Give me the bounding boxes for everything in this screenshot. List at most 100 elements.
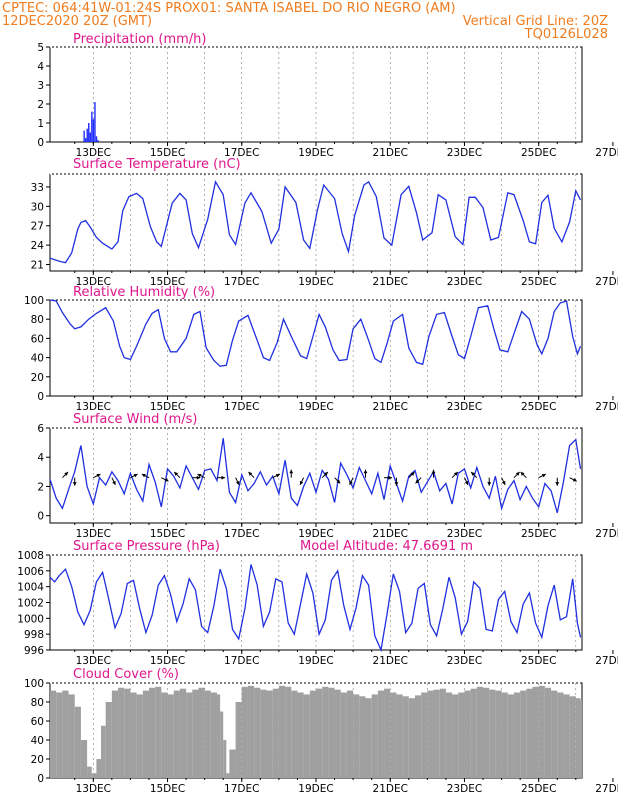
cloud-area-bar bbox=[229, 749, 236, 778]
cloud-area-bar bbox=[396, 694, 403, 778]
cloud-area-bar bbox=[309, 690, 316, 778]
cloud-area-bar bbox=[198, 687, 205, 778]
wind-vector-head bbox=[275, 473, 280, 478]
temperature-xtick-label: 23DEC bbox=[447, 276, 482, 288]
cloud-area-bar bbox=[241, 686, 248, 778]
precip-xtick-label: 13DEC bbox=[76, 147, 111, 159]
wind-vector-head bbox=[572, 477, 577, 482]
cloud-area-bar bbox=[186, 692, 193, 778]
precip-xtick-label: 23DEC bbox=[447, 147, 482, 159]
header: CPTEC: 064:41W-01:24S PROX01: SANTA ISAB… bbox=[2, 1, 608, 42]
precip-bar bbox=[89, 132, 92, 142]
precip-bar bbox=[91, 111, 93, 142]
cloud-area-bar bbox=[74, 706, 81, 778]
wind-vector-head bbox=[471, 472, 476, 476]
cloud-area-bar bbox=[483, 687, 490, 778]
header-grid-line: Vertical Grid Line: 20Z bbox=[463, 14, 608, 29]
cloud-area-bar bbox=[433, 689, 440, 778]
cloud-area-bar bbox=[210, 692, 218, 778]
cloud-area-bar bbox=[291, 690, 298, 778]
cloud-area-bar bbox=[118, 687, 125, 778]
cloud-area-bar bbox=[96, 759, 102, 778]
wind-vector-head bbox=[96, 473, 101, 478]
cloud-area-bar bbox=[179, 688, 187, 778]
cloud-area-bar bbox=[476, 686, 484, 778]
humidity-ytick-label: 0 bbox=[37, 391, 44, 403]
temperature-ytick-label: 33 bbox=[31, 182, 44, 194]
wind-vector-head bbox=[363, 469, 368, 474]
pressure-xtick-label: 13DEC bbox=[76, 655, 111, 667]
wind-panel: 0 2 4 6 13DEC 15DEC 17DEC 19DEC 21DEC 23DEC 25DEC 2… bbox=[37, 412, 618, 540]
cloud-area-bar bbox=[408, 698, 415, 778]
cloud-area-bar bbox=[101, 725, 106, 778]
panels: 0 1 2 3 4 5 13DEC 15DEC 17DEC 19DEC 21DEC 23DEC 25DE… bbox=[17, 32, 618, 795]
cloud-area-bar bbox=[421, 692, 428, 778]
wind-vector-head bbox=[501, 480, 506, 485]
pressure-xtick-label: 19DEC bbox=[298, 655, 333, 667]
cloud-area-bar bbox=[427, 690, 434, 778]
cloud-area-bar bbox=[532, 686, 539, 778]
temperature-xtick-label: 25DEC bbox=[521, 276, 556, 288]
precip-bar bbox=[83, 130, 85, 142]
wind-vector-head bbox=[453, 472, 458, 476]
wind-xtick-label: 21DEC bbox=[373, 528, 408, 540]
temperature-ytick-label: 27 bbox=[31, 221, 44, 233]
header-station: CPTEC: 064:41W-01:24S PROX01: SANTA ISAB… bbox=[2, 1, 456, 16]
cloud-area-bar bbox=[580, 700, 582, 778]
cloud-area-bar bbox=[148, 687, 156, 778]
wind-vector-head bbox=[64, 472, 69, 476]
wind-vector-head bbox=[197, 473, 202, 478]
cloud-area-bar bbox=[402, 696, 409, 778]
cloud-area-bar bbox=[136, 694, 143, 778]
wind-vector-head bbox=[112, 480, 116, 485]
precip-xtick-label: 25DEC bbox=[521, 147, 556, 159]
pressure-xtick-label: 25DEC bbox=[521, 655, 556, 667]
pressure-ytick-label: 998 bbox=[24, 629, 44, 641]
wind-xtick-label: 13DEC bbox=[76, 528, 111, 540]
cloud-area-bar bbox=[371, 694, 378, 778]
pressure-title: Surface Pressure (hPa) bbox=[73, 539, 220, 554]
cloud-area-bar bbox=[551, 690, 558, 778]
cloud-area-bar bbox=[91, 773, 97, 778]
wind-vector-head bbox=[487, 482, 492, 486]
temperature-xtick-label: 21DEC bbox=[373, 276, 408, 288]
pressure-xtick-label: 15DEC bbox=[150, 655, 185, 667]
temperature-ytick-label: 30 bbox=[31, 201, 44, 213]
temperature-xtick-label: 13DEC bbox=[76, 276, 111, 288]
pressure-ytick-label: 1000 bbox=[17, 613, 44, 625]
header-model: TQ0126L028 bbox=[524, 27, 608, 42]
humidity-panel: 0 20 40 60 80 100 13DEC 15DEC 17DEC 19DEC 21DEC 23D… bbox=[24, 285, 618, 413]
cloud-area-bar bbox=[526, 688, 533, 778]
precip-xtick-label: 17DEC bbox=[224, 147, 259, 159]
cloud-area-bar bbox=[68, 694, 75, 778]
wind-ytick-label: 0 bbox=[37, 511, 44, 523]
temperature-xtick-label: 17DEC bbox=[224, 276, 259, 288]
wind-xtick-label: 17DEC bbox=[224, 528, 259, 540]
cloud-area-bar bbox=[377, 690, 385, 778]
cloud-area-bar bbox=[235, 702, 242, 778]
cloud-area-bar bbox=[359, 696, 366, 778]
cloud-xtick-label: 19DEC bbox=[298, 783, 333, 795]
cloud-area-bar bbox=[495, 690, 502, 778]
cloud-area-bar bbox=[217, 694, 221, 778]
temperature-line bbox=[49, 180, 582, 264]
cloud-ytick-label: 80 bbox=[31, 697, 44, 709]
wind-vector-head bbox=[141, 473, 146, 478]
cloud-area-bar bbox=[56, 692, 63, 778]
humidity-ytick-label: 20 bbox=[31, 372, 44, 384]
wind-xtick-label: 23DEC bbox=[447, 528, 482, 540]
cloud-area-bar bbox=[50, 690, 57, 778]
wind-ytick-label: 2 bbox=[37, 481, 44, 493]
humidity-xtick-label: 19DEC bbox=[298, 401, 333, 413]
cloud-area-bar bbox=[220, 711, 224, 778]
wind-vector-head bbox=[324, 472, 328, 476]
cloud-area-bar bbox=[340, 692, 347, 778]
cloud-ytick-label: 0 bbox=[37, 773, 44, 785]
cloud-area-bar bbox=[155, 686, 162, 778]
cloud-ytick-label: 60 bbox=[31, 716, 44, 728]
humidity-xtick-label: 15DEC bbox=[150, 401, 185, 413]
wind-title: Surface Wind (m/s) bbox=[73, 412, 197, 427]
cloud-area-bar bbox=[285, 686, 292, 778]
cloud-area-bar bbox=[538, 685, 545, 778]
